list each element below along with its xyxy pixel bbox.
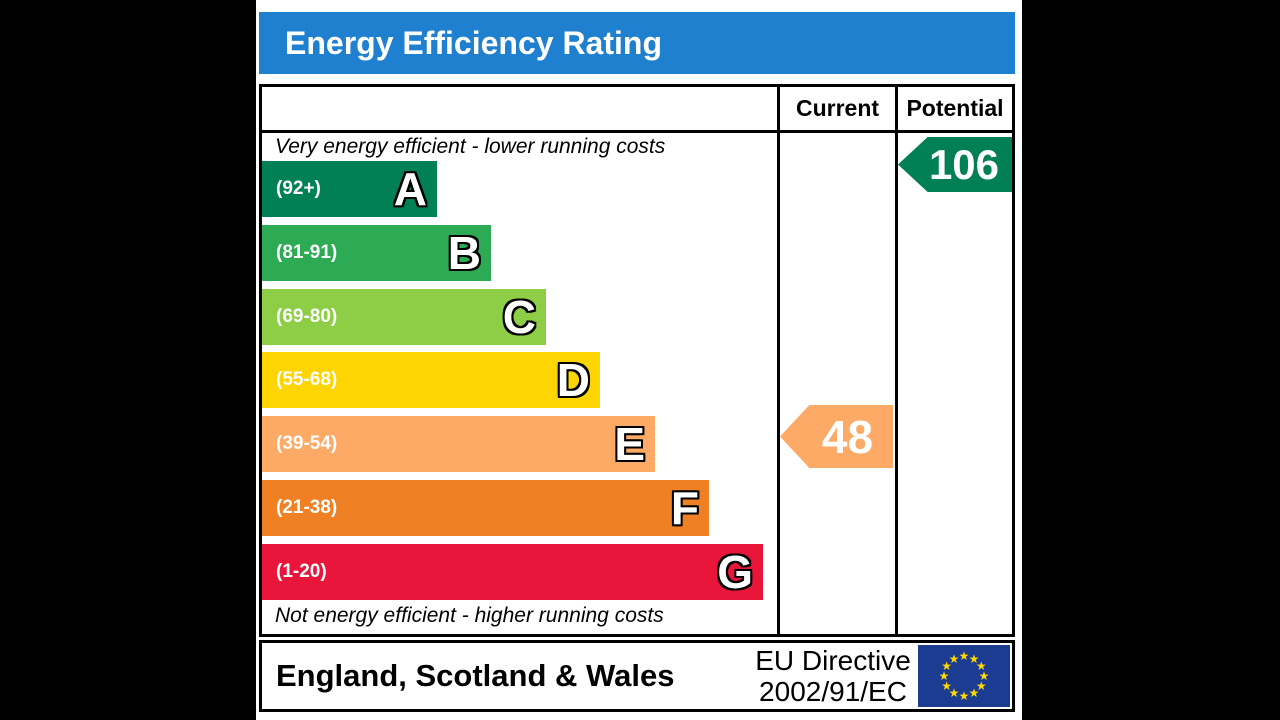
band-letter: A	[393, 163, 427, 215]
rating-band-e: (39-54) E	[262, 416, 655, 472]
eu-directive-line2: 2002/91/EC	[759, 676, 907, 707]
band-letter: B	[447, 227, 481, 279]
band-range-label: (92+)	[276, 178, 321, 199]
eu-flag-star: ★	[968, 651, 980, 666]
band-range-label: (55-68)	[276, 369, 338, 390]
band-range-label: (39-54)	[276, 433, 338, 454]
eu-flag-star: ★	[948, 651, 960, 666]
eu-flag-star: ★	[958, 689, 970, 703]
bottom-note: Not energy efficient - higher running co…	[275, 604, 664, 627]
rating-band-b: (81-91) B	[262, 225, 491, 281]
eu-flag-icon: ★ ★ ★ ★ ★ ★ ★ ★ ★ ★ ★ ★	[918, 645, 1010, 707]
potential-rating-arrow: 106	[898, 137, 1012, 192]
eu-flag-star: ★	[975, 679, 987, 693]
rating-band-f: (21-38) F	[262, 480, 709, 536]
current-column-header: Current	[795, 95, 880, 121]
potential-column-header: Potential	[906, 95, 1004, 121]
current-column-divider	[777, 87, 780, 634]
current-rating-arrow: 48	[780, 405, 893, 468]
title-bar: Energy Efficiency Rating	[259, 12, 1015, 74]
certificate-panel: Energy Efficiency Rating Current Potenti…	[256, 0, 1022, 720]
band-letter: D	[556, 354, 590, 406]
band-letter: G	[717, 546, 753, 598]
band-range-label: (21-38)	[276, 497, 338, 518]
page-title: Energy Efficiency Rating	[285, 24, 662, 61]
rating-table: Current Potential Very energy efficient …	[259, 84, 1015, 637]
band-letter: F	[670, 482, 699, 534]
eu-flag-star: ★	[978, 669, 990, 683]
header-row-border	[262, 130, 1012, 133]
eu-flag-star: ★	[938, 669, 950, 683]
eu-flag-star: ★	[975, 659, 987, 673]
eu-flag-star: ★	[948, 686, 960, 701]
rating-band-c: (69-80) C	[262, 289, 546, 345]
eu-flag-star: ★	[958, 649, 970, 663]
rating-band-d: (55-68) D	[262, 352, 600, 408]
eu-directive-label: EU Directive 2002/91/EC	[752, 645, 914, 707]
potential-rating-value: 106	[928, 140, 1000, 188]
current-rating-value: 48	[821, 410, 874, 463]
rating-band-g: (1-20) G	[262, 544, 763, 600]
eu-flag-star: ★	[968, 686, 980, 701]
band-letter: E	[614, 418, 645, 470]
band-letter: C	[502, 291, 536, 343]
footer-bar: England, Scotland & Wales EU Directive 2…	[259, 640, 1015, 712]
band-range-label: (69-80)	[276, 306, 338, 327]
rating-band-a: (92+) A	[262, 161, 437, 217]
eu-flag-star: ★	[941, 679, 953, 693]
top-note: Very energy efficient - lower running co…	[275, 135, 666, 158]
band-range-label: (81-91)	[276, 242, 338, 263]
band-range-label: (1-20)	[276, 561, 327, 582]
eu-flag-star: ★	[941, 659, 953, 673]
eu-directive-line1: EU Directive	[755, 645, 911, 676]
region-label: England, Scotland & Wales	[276, 658, 675, 693]
potential-column-divider	[895, 87, 898, 634]
